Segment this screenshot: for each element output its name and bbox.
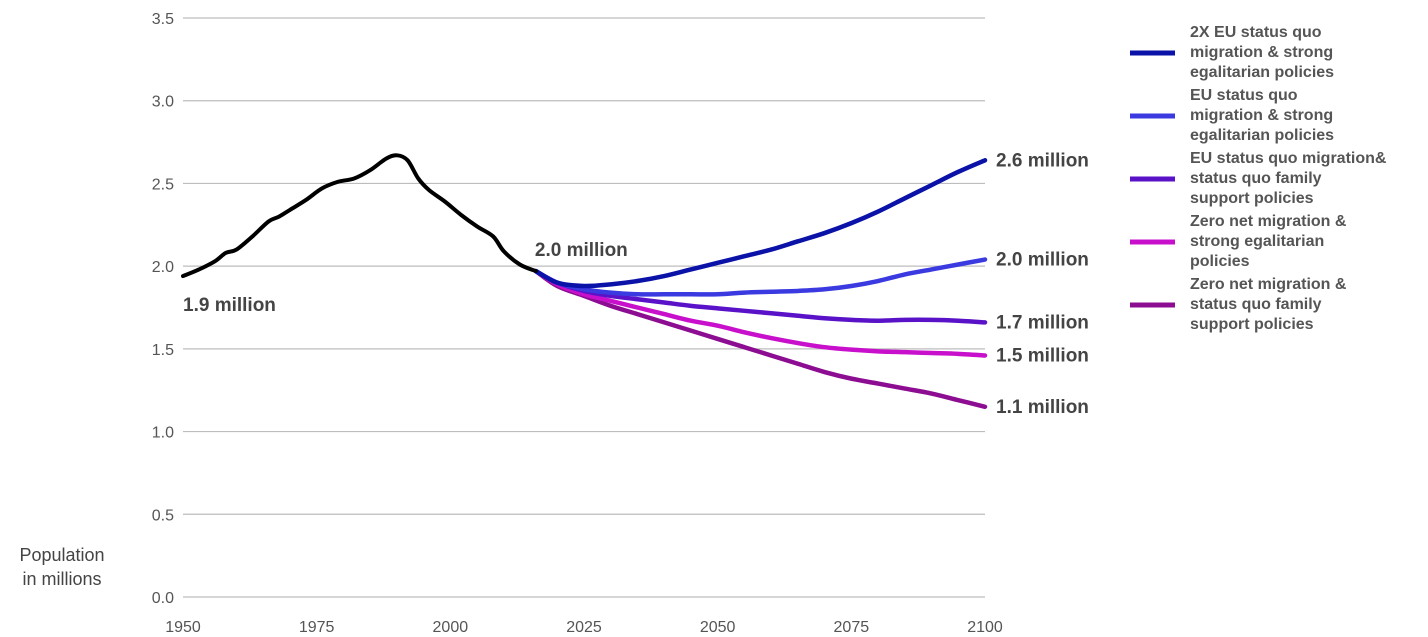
legend-label: egalitarian policies <box>1190 64 1334 81</box>
x-tick-label: 2100 <box>967 619 1003 636</box>
legend-label: EU status quo <box>1190 87 1298 104</box>
series-line-4 <box>533 268 988 410</box>
y-axis-ticks: 0.0 0.5 1.0 1.5 2.0 2.5 3.0 3.5 <box>152 11 174 607</box>
x-axis-ticks: 1950 1975 2000 2025 2050 2075 2100 <box>165 619 1003 636</box>
legend-item-4: Zero net migration & status quo family sup… <box>1130 276 1347 333</box>
y-tick-label: 3.5 <box>152 11 174 28</box>
legend-label: Zero net migration & <box>1190 213 1347 230</box>
legend-label: egalitarian policies <box>1190 127 1334 144</box>
data-labels: 1.9 million 2.0 million 2.6 million 2.0 mil… <box>183 150 1089 417</box>
series-end-label-0: 2.6 million <box>996 150 1089 171</box>
series-end-label-2: 1.7 million <box>996 312 1089 333</box>
x-tick-label: 1950 <box>165 619 201 636</box>
historical-start-label: 1.9 million <box>183 295 276 316</box>
legend-item-3: Zero net migration & strong egalitarian po… <box>1130 213 1347 270</box>
y-tick-label: 2.5 <box>152 176 174 193</box>
legend: 2X EU status quo migration & strong egalit… <box>1130 24 1387 333</box>
series-line-0 <box>533 158 988 289</box>
y-tick-label: 1.5 <box>152 342 174 359</box>
legend-label: support policies <box>1190 316 1314 333</box>
legend-label: migration & strong <box>1190 44 1333 61</box>
y-tick-label: 2.0 <box>152 259 174 276</box>
historical-line <box>181 153 538 279</box>
legend-label: 2X EU status quo <box>1190 24 1322 41</box>
legend-label: EU status quo migration& <box>1190 150 1387 167</box>
series-line-1 <box>533 257 988 297</box>
y-tick-label: 1.0 <box>152 425 174 442</box>
legend-label: Zero net migration & <box>1190 276 1347 293</box>
x-tick-label: 2075 <box>834 619 870 636</box>
series-end-label-3: 1.5 million <box>996 345 1089 366</box>
legend-item-0: 2X EU status quo migration & strong egalit… <box>1130 24 1334 81</box>
legend-item-1: EU status quo migration & strong egalitari… <box>1130 87 1334 144</box>
y-tick-label: 0.0 <box>152 590 174 607</box>
series-lines <box>181 153 988 410</box>
x-tick-label: 2025 <box>566 619 602 636</box>
legend-label: status quo family <box>1190 170 1322 187</box>
historical-end-label: 2.0 million <box>535 240 628 261</box>
x-tick-label: 2000 <box>433 619 469 636</box>
series-line-2 <box>533 268 988 325</box>
y-axis-label: Population in millions <box>19 545 104 589</box>
legend-label: policies <box>1190 253 1250 270</box>
y-tick-label: 3.0 <box>152 94 174 111</box>
series-line-3 <box>533 268 988 358</box>
series-end-label-4: 1.1 million <box>996 397 1089 418</box>
x-tick-label: 2050 <box>700 619 736 636</box>
y-tick-label: 0.5 <box>152 507 174 524</box>
x-tick-label: 1975 <box>299 619 335 636</box>
series-end-label-1: 2.0 million <box>996 250 1089 271</box>
grid-lines <box>183 17 985 598</box>
legend-label: support policies <box>1190 190 1314 207</box>
legend-item-2: EU status quo migration&status quo famil… <box>1130 150 1387 207</box>
legend-label: migration & strong <box>1190 107 1333 124</box>
legend-label: strong egalitarian <box>1190 233 1324 250</box>
legend-label: status quo family <box>1190 296 1322 313</box>
